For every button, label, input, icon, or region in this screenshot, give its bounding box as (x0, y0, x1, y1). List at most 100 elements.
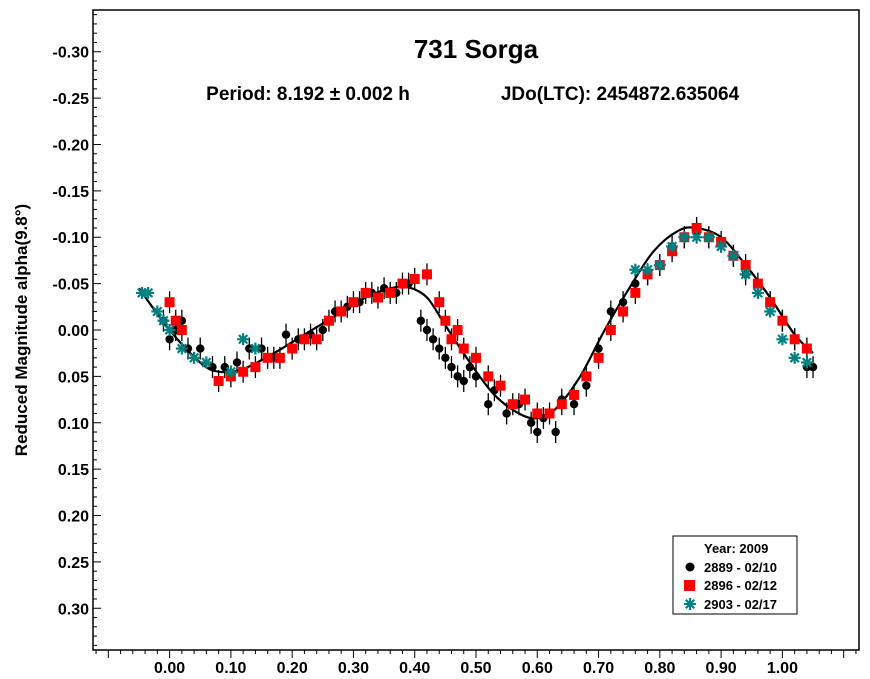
point-2903 (175, 342, 188, 355)
point-2903 (188, 351, 201, 364)
point-2889 (183, 344, 193, 353)
point-2896 (452, 325, 463, 335)
legend-title: Year: 2009 (704, 541, 768, 556)
asterisk-stroke (201, 357, 212, 368)
y-axis-ticks: -0.30 -0.25 -0.20 -0.15 -0.10 -0.05 0.00 0.05 0.… (53, 14, 101, 646)
legend-marker-circle (685, 562, 695, 572)
asterisk-stroke (789, 352, 800, 363)
asterisk-stroke (642, 264, 653, 275)
y-tick-label: 0.10 (58, 416, 89, 433)
x-tick-label: 0.60 (522, 660, 553, 677)
y-tick-label: -0.15 (53, 184, 90, 201)
asterisk-stroke (703, 232, 714, 243)
point-2896 (520, 394, 531, 405)
y-tick-label: -0.20 (53, 137, 90, 154)
x-tick-label: 0.00 (154, 660, 185, 677)
y-tick-label: 0.25 (58, 555, 89, 572)
y-tick-label: 0.05 (58, 369, 89, 386)
asterisk-stroke (238, 334, 249, 345)
point-2903 (739, 268, 752, 281)
point-2896 (287, 343, 298, 354)
point-2903 (690, 231, 703, 244)
point-2896 (777, 315, 788, 326)
point-2903 (702, 231, 715, 244)
point-2896 (262, 352, 273, 363)
asterisk-stroke (189, 352, 200, 363)
point-2896 (569, 389, 580, 400)
x-tick-label: 1.00 (767, 660, 798, 677)
point-2889 (459, 376, 468, 386)
asterisk-stroke (684, 598, 696, 610)
point-2896 (397, 278, 408, 289)
point-2889 (196, 344, 205, 353)
asterisk-stroke (164, 324, 175, 336)
legend-marker-square (684, 580, 695, 591)
point-2896 (507, 399, 518, 410)
point-2903 (788, 351, 801, 364)
asterisk-stroke (667, 241, 678, 252)
point-2889 (416, 316, 426, 325)
point-2896 (630, 287, 641, 298)
point-2896 (409, 273, 420, 284)
point-2903 (157, 314, 170, 327)
asterisk-stroke (225, 366, 236, 377)
asterisk-stroke (654, 260, 665, 271)
point-2903 (653, 259, 666, 272)
asterisk-stroke (679, 232, 690, 243)
chart-title: 731 Sorga (414, 34, 539, 64)
legend-label-2896: 2896 - 02/12 (704, 578, 777, 593)
point-2889 (165, 335, 174, 344)
point-2889 (422, 325, 432, 335)
x-tick-label: 0.10 (215, 660, 246, 677)
point-2896 (618, 306, 629, 317)
point-2889 (502, 409, 511, 418)
point-2896 (765, 297, 776, 308)
x-tick-label: 0.50 (460, 660, 491, 677)
point-2896 (446, 334, 457, 345)
y-tick-label: -0.30 (53, 45, 90, 62)
point-2889 (606, 307, 616, 316)
point-2896 (336, 306, 347, 317)
point-2896 (170, 315, 181, 326)
point-2896 (250, 362, 261, 373)
point-2903 (751, 286, 764, 299)
point-2903 (163, 324, 176, 336)
asterisk-stroke (801, 357, 812, 368)
point-2889 (281, 330, 291, 339)
point-2896 (372, 292, 383, 303)
point-2896 (801, 343, 812, 354)
point-2903 (715, 240, 728, 253)
asterisk-stroke (716, 241, 727, 252)
asterisk-stroke (630, 264, 641, 275)
point-2896 (556, 399, 567, 410)
point-2896 (691, 222, 702, 233)
point-2896 (495, 380, 506, 391)
point-2896 (164, 297, 175, 308)
point-2903 (224, 365, 237, 378)
point-2896 (458, 343, 469, 354)
point-2903 (200, 356, 213, 369)
asterisk-stroke (143, 287, 154, 298)
x-tick-label: 0.20 (277, 660, 308, 677)
x-tick-label: 0.90 (706, 660, 737, 677)
point-2896 (385, 287, 396, 298)
point-2896 (323, 315, 334, 326)
point-2889 (533, 427, 542, 437)
asterisk-stroke (691, 232, 702, 243)
point-2896 (299, 334, 310, 345)
point-2889 (441, 353, 450, 363)
x-tick-label: 0.40 (399, 660, 430, 677)
epoch-label: JDo(LTC): 2454872.635064 (501, 84, 740, 105)
y-tick-label: 0.20 (58, 509, 89, 526)
point-2896 (471, 352, 481, 363)
legend-marker-asterisk (684, 598, 696, 610)
data-points (136, 216, 818, 444)
point-2889 (245, 344, 254, 353)
y-tick-label: -0.10 (53, 230, 90, 247)
point-2889 (471, 372, 481, 381)
point-2903 (641, 263, 654, 276)
legend-label-2889: 2889 - 02/10 (704, 560, 777, 575)
point-2896 (348, 297, 359, 308)
point-2889 (318, 325, 327, 335)
point-2889 (465, 362, 475, 372)
